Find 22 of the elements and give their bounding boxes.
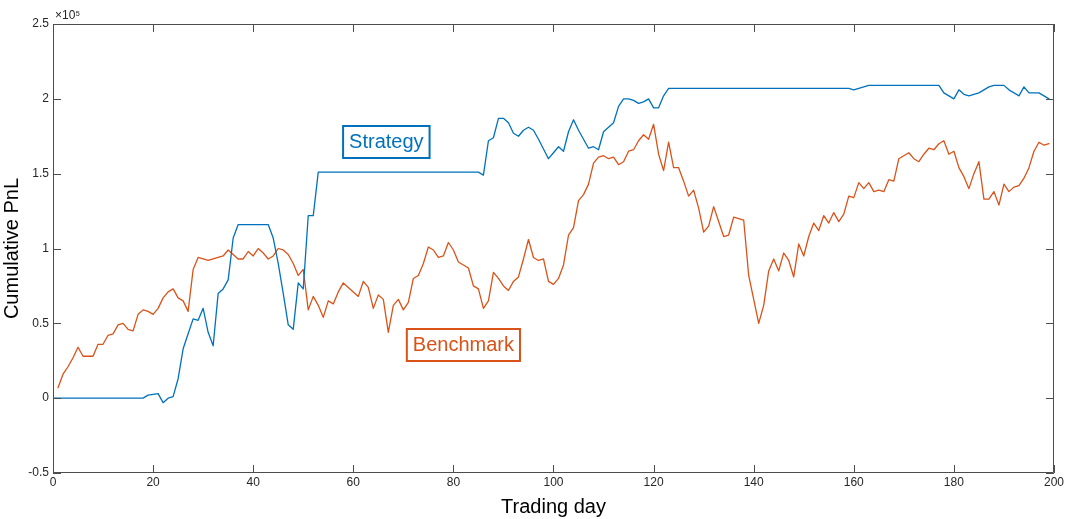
- y-tick-label: 2: [42, 91, 50, 106]
- y-tick-label: 0: [42, 390, 50, 405]
- y-tick-label: 1.5: [32, 165, 50, 180]
- x-tick-label: 60: [346, 474, 361, 489]
- y-tick-label: -0.5: [28, 465, 50, 480]
- series-label: Strategy: [349, 129, 424, 152]
- x-tick-label: 160: [843, 474, 865, 489]
- x-tick-label: 40: [246, 474, 261, 489]
- x-axis-title: Trading day: [501, 494, 606, 517]
- y-tick-label: 2.5: [32, 16, 50, 31]
- x-tick-label: 200: [1043, 474, 1065, 489]
- y-tick-label: 0.5: [32, 315, 50, 330]
- x-tick-label: 120: [643, 474, 664, 489]
- x-tick-label: 20: [146, 474, 161, 489]
- x-tick-label: 180: [943, 474, 965, 489]
- x-tick-label: 140: [743, 474, 765, 489]
- series-label: Benchmark: [412, 332, 515, 355]
- y-tick-label: 1: [42, 240, 50, 255]
- y-axis-title: Cumulative PnL: [0, 177, 22, 320]
- text: ×10⁵: [55, 8, 81, 23]
- x-tick-label: 80: [446, 474, 461, 489]
- x-tick-label: 100: [543, 474, 564, 489]
